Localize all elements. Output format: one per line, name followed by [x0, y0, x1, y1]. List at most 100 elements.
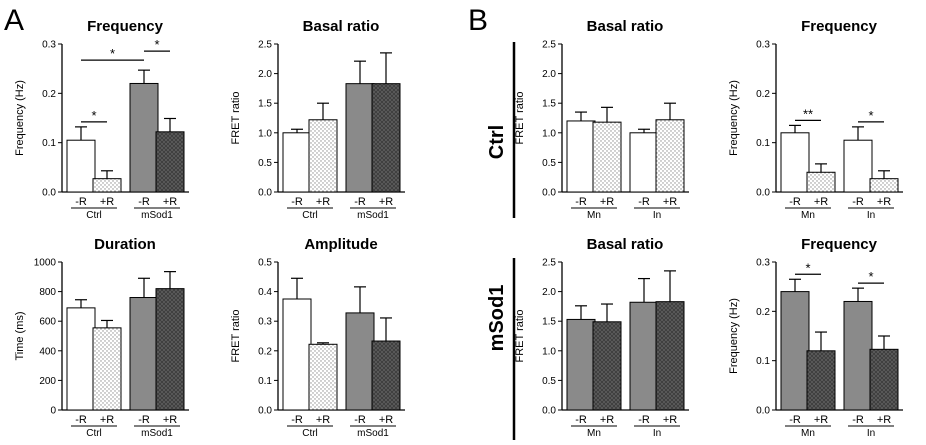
- y-tick-label: 0.0: [542, 188, 556, 199]
- y-axis-label: FRET ratio: [230, 310, 242, 363]
- y-tick-label: 400: [39, 346, 56, 357]
- y-axis-label: Frequency (Hz): [728, 298, 740, 374]
- y-tick-label: 0.1: [756, 356, 770, 367]
- bar: [129, 82, 159, 193]
- category-label: -R: [789, 196, 801, 208]
- category-label: +R: [814, 196, 828, 208]
- category-label: +R: [163, 196, 177, 208]
- y-tick-label: 0.0: [756, 188, 770, 199]
- group-label: Ctrl: [302, 428, 318, 439]
- row-label-msod1: mSod1: [486, 285, 508, 352]
- group-label: Mn: [801, 210, 815, 221]
- group-label: mSod1: [141, 210, 173, 221]
- group-label: In: [653, 428, 661, 439]
- bar: [282, 298, 312, 411]
- category-label: -R: [638, 414, 650, 426]
- y-tick-label: 2.0: [542, 69, 556, 80]
- chart-amplitude-a: Amplitude FRET ratio 0.0 0.1 0.2 0.3 0.4 0.5 -R +…: [230, 236, 405, 439]
- y-tick-label: 0: [50, 406, 56, 417]
- y-tick-label: 2.5: [258, 40, 272, 51]
- significance-label: *: [805, 260, 810, 275]
- category-label: -R: [291, 414, 303, 426]
- bar: [592, 321, 622, 411]
- bar: [282, 132, 312, 193]
- chart-title: Duration: [94, 236, 156, 253]
- category-label: +R: [814, 414, 828, 426]
- category-label: +R: [600, 196, 614, 208]
- group-label: Ctrl: [302, 210, 318, 221]
- chart-title: Frequency: [801, 18, 878, 35]
- y-axis-label: Time (ms): [14, 311, 26, 360]
- y-tick-label: 1.5: [542, 317, 556, 328]
- group-label: Ctrl: [86, 428, 102, 439]
- y-tick-label: 0.3: [756, 40, 770, 51]
- chart-duration-a: Duration Time (ms) 0 200 400 600 800 1000 -R +R -R…: [14, 236, 189, 439]
- y-tick-label: 200: [39, 376, 56, 387]
- category-label: +R: [600, 414, 614, 426]
- row-label-ctrl: Ctrl: [486, 125, 508, 159]
- category-label: +R: [316, 414, 330, 426]
- category-label: -R: [138, 196, 150, 208]
- category-label: -R: [852, 414, 864, 426]
- significance-label: *: [868, 269, 873, 284]
- significance-label: **: [803, 106, 813, 121]
- y-tick-label: 0.0: [258, 188, 272, 199]
- y-tick-label: 600: [39, 317, 56, 328]
- group-label: mSod1: [357, 428, 389, 439]
- category-label: -R: [575, 414, 587, 426]
- panel-label-b: B: [468, 4, 488, 37]
- significance-label: *: [110, 46, 115, 61]
- y-tick-label: 1.0: [258, 128, 272, 139]
- y-tick-label: 0.3: [258, 317, 272, 328]
- bar: [869, 348, 899, 411]
- y-tick-label: 1.5: [542, 99, 556, 110]
- category-label: -R: [75, 196, 87, 208]
- bar: [155, 131, 185, 193]
- bar: [92, 327, 122, 411]
- chart-basal-ratio-ctrl: Basal ratio FRET ratio 0.0 0.5 1.0 1.5 2.0 2.5 -…: [514, 18, 689, 221]
- chart-title: Frequency: [801, 236, 878, 253]
- bar: [806, 350, 836, 411]
- significance-label: *: [91, 108, 96, 123]
- bar: [371, 340, 401, 411]
- y-tick-label: 800: [39, 287, 56, 298]
- bar: [308, 119, 338, 193]
- chart-title: Basal ratio: [303, 18, 380, 35]
- panel-label-a: A: [4, 4, 24, 37]
- category-label: -R: [638, 196, 650, 208]
- group-label: Mn: [587, 428, 601, 439]
- bar: [629, 132, 659, 193]
- category-label: +R: [379, 196, 393, 208]
- group-label: mSod1: [357, 210, 389, 221]
- category-label: -R: [138, 414, 150, 426]
- bar: [155, 288, 185, 411]
- y-tick-label: 0.1: [42, 138, 56, 149]
- y-tick-label: 0.1: [258, 376, 272, 387]
- bar: [869, 178, 899, 193]
- bar: [308, 343, 338, 411]
- y-tick-label: 0.0: [756, 406, 770, 417]
- bar: [629, 301, 659, 411]
- y-tick-label: 0.0: [42, 188, 56, 199]
- y-axis-label: Frequency (Hz): [14, 80, 26, 156]
- chart-title: Frequency: [87, 18, 164, 35]
- chart-frequency-ctrl: Frequency Frequency (Hz) 0.0 0.1 0.2 0.3 -R +R -…: [728, 18, 903, 221]
- category-label: +R: [663, 414, 677, 426]
- bar: [780, 291, 810, 411]
- category-label: +R: [379, 414, 393, 426]
- bar: [780, 132, 810, 193]
- y-tick-label: 2.0: [258, 69, 272, 80]
- category-label: +R: [163, 414, 177, 426]
- bar: [843, 300, 873, 411]
- bar: [66, 307, 96, 411]
- category-label: +R: [877, 196, 891, 208]
- bar: [129, 297, 159, 411]
- y-axis-label: Frequency (Hz): [728, 80, 740, 156]
- group-label: Ctrl: [86, 210, 102, 221]
- y-tick-label: 0.5: [258, 258, 272, 269]
- chart-title: Amplitude: [304, 236, 377, 253]
- y-tick-label: 0.5: [542, 158, 556, 169]
- category-label: -R: [575, 196, 587, 208]
- category-label: -R: [852, 196, 864, 208]
- chart-frequency-msod1: Frequency Frequency (Hz) 0.0 0.1 0.2 0.3 -R +R -…: [728, 236, 903, 439]
